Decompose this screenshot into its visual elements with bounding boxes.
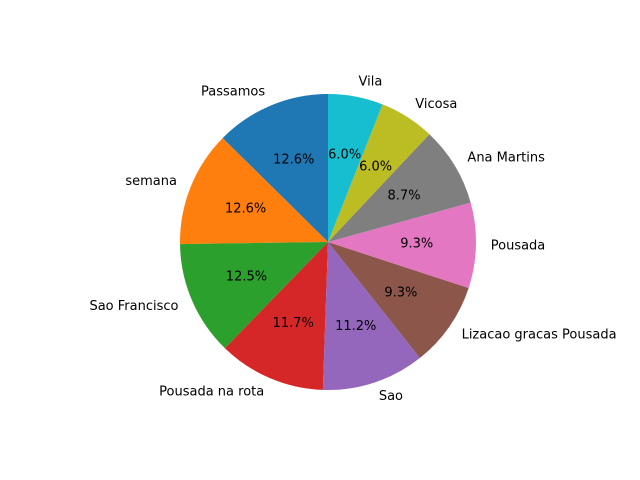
pie-category-label-7: Ana Martins xyxy=(467,150,545,165)
pie-category-label-0: Passamos xyxy=(201,84,265,99)
pie-percent-label-0: 12.6% xyxy=(273,153,314,168)
pie-category-label-1: semana xyxy=(125,174,177,189)
pie-percent-label-9: 6.0% xyxy=(328,147,361,162)
pie-category-label-2: Sao Francisco xyxy=(89,299,178,314)
pie-category-label-9: Vila xyxy=(359,75,383,90)
pie-slice-3 xyxy=(224,242,328,390)
pie-percent-label-1: 12.6% xyxy=(225,201,266,216)
pie-slice-2 xyxy=(180,242,328,349)
pie-slice-0 xyxy=(222,94,328,242)
pie-percent-label-5: 9.3% xyxy=(384,285,417,300)
pie-category-label-6: Pousada xyxy=(491,238,546,253)
pie-percent-label-8: 6.0% xyxy=(359,160,392,175)
pie-category-label-3: Pousada na rota xyxy=(159,384,264,399)
pie-slice-6 xyxy=(328,202,476,288)
pie-percent-label-2: 12.5% xyxy=(226,270,267,285)
pie-percent-label-6: 9.3% xyxy=(400,237,433,252)
pie-percent-labels: 12.6% 12.6% 12.5% 11.7% 11.2% 9.3% 9.3% 8.7% 6.0… xyxy=(225,147,433,334)
pie-slices xyxy=(179,93,476,390)
pie-percent-label-7: 8.7% xyxy=(388,189,421,204)
pie-slice-9 xyxy=(328,93,383,242)
pie-category-labels: Passamos semana Sao Francisco Pousada na ro… xyxy=(89,75,616,405)
pie-slice-1 xyxy=(179,138,328,245)
pie-percent-label-4: 11.2% xyxy=(335,319,376,334)
pie-slice-5 xyxy=(328,242,469,359)
pie-percent-label-3: 11.7% xyxy=(273,316,314,331)
pie-category-label-4: Sao xyxy=(379,389,403,404)
pie-category-label-5: Lizacao gracas Pousada xyxy=(462,328,617,343)
pie-category-label-8: Vicosa xyxy=(415,97,457,112)
pie-slice-8 xyxy=(328,104,430,242)
pie-slice-7 xyxy=(328,134,471,242)
pie-slice-4 xyxy=(322,242,420,390)
